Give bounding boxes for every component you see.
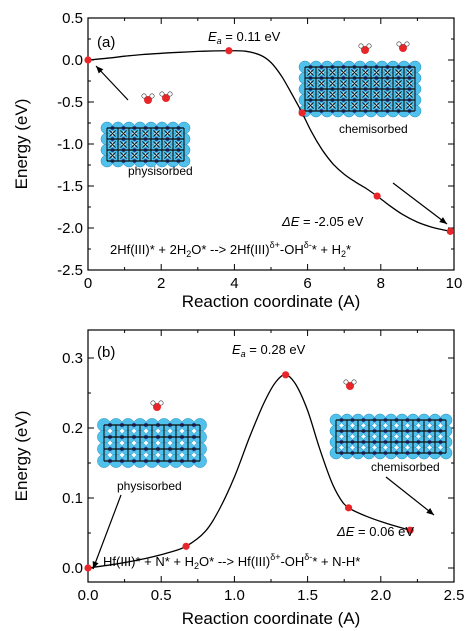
chemisorbed-label-a: chemisorbed — [339, 122, 408, 136]
x-tick-label: 6 — [303, 275, 311, 292]
pointer-arrow — [385, 476, 435, 516]
water-molecule-illustration — [159, 91, 173, 102]
data-point — [406, 526, 414, 534]
chemisorbed-label-b: chemisorbed — [371, 460, 440, 474]
ticks-a: 0 2 4 6 8 10 0.5 0.0 -0.5 -1.0 -1.5 -2.0 -2.5 — [57, 10, 462, 292]
reaction-equation-b: Hf(III)* + N* + H2O* --> Hf(III)δ+-OHδ-*… — [103, 552, 360, 571]
energy-curve-a — [87, 50, 451, 233]
data-point — [298, 109, 306, 117]
data-point — [182, 542, 190, 550]
data-point — [373, 192, 381, 200]
physisorbed-label-b: physisorbed — [117, 479, 182, 493]
y-tick-label: -0.5 — [57, 94, 83, 111]
data-points-b — [84, 371, 414, 572]
data-point — [282, 371, 290, 379]
x-tick-label: 2.5 — [444, 587, 465, 604]
water-molecule-illustration — [141, 93, 155, 104]
data-point — [84, 564, 92, 572]
data-point — [225, 47, 233, 55]
arrow-head — [96, 66, 104, 74]
y-axis-label-b: Energy (eV) — [12, 411, 31, 502]
panel-label-a: (a) — [97, 34, 115, 51]
y-tick-label: -1.0 — [57, 136, 83, 153]
water-molecule-illustration — [358, 43, 372, 54]
data-point — [84, 56, 92, 64]
ea-annotation-b: Ea = 0.28 eV — [232, 342, 306, 359]
x-tick-label: 0.0 — [78, 587, 99, 604]
surface-slab-illustration — [298, 60, 422, 118]
pointer-arrow — [92, 494, 122, 570]
pointer-arrow — [392, 182, 448, 225]
y-tick-label: 0.0 — [62, 52, 83, 69]
x-tick-label: 1.5 — [297, 587, 318, 604]
surface-slab-illustration — [97, 418, 207, 468]
water-molecule-illustration — [150, 400, 164, 411]
pointer-arrow — [95, 65, 129, 101]
delta-e-annotation-a: ΔE = -2.05 eV — [281, 214, 364, 229]
y-axis-label-a: Energy (eV) — [12, 99, 31, 190]
arrow-head — [439, 217, 447, 224]
panel-label-b: (b) — [97, 344, 115, 361]
panel-a: 0 2 4 6 8 10 0.5 0.0 -0.5 -1.0 -1.5 -2.0 -2.5 (a) Ea… — [12, 10, 462, 311]
x-tick-label: 2.0 — [370, 587, 391, 604]
data-point — [446, 227, 454, 235]
reaction-equation-a: 2Hf(III)* + 2H2O* --> 2Hf(III)δ+-OHδ-* +… — [110, 240, 351, 259]
y-tick-label: 0.3 — [62, 350, 83, 367]
structure-illustrations-b — [92, 379, 453, 570]
physisorbed-label-a: physisorbed — [128, 164, 193, 178]
y-tick-label: 0.5 — [62, 10, 83, 27]
y-tick-label: -2.0 — [57, 220, 83, 237]
x-axis-label-a: Reaction coordinate (A) — [182, 292, 361, 311]
data-points-a — [84, 47, 454, 235]
y-tick-label: 0.0 — [62, 560, 83, 577]
x-tick-label: 4 — [230, 275, 238, 292]
water-molecule-illustration — [343, 379, 357, 390]
data-point — [344, 504, 353, 512]
energy-curve-b — [87, 374, 411, 569]
delta-e-annotation-b: ΔE = 0.06 eV — [336, 524, 414, 539]
x-axis-label-b: Reaction coordinate (A) — [182, 609, 361, 628]
x-tick-label: 0.5 — [151, 587, 172, 604]
x-tick-label: 8 — [377, 275, 385, 292]
y-tick-label: -2.5 — [57, 262, 83, 279]
x-tick-label: 0 — [84, 275, 92, 292]
x-tick-label: 2 — [157, 275, 165, 292]
y-tick-label: -1.5 — [57, 178, 83, 195]
x-tick-label: 1.0 — [224, 587, 245, 604]
structure-illustrations-a — [95, 41, 448, 225]
water-molecule-illustration — [396, 41, 410, 52]
y-tick-label: 0.2 — [62, 420, 83, 437]
y-tick-label: 0.1 — [62, 490, 83, 507]
arrow-head — [426, 507, 434, 515]
ticks-b: 0.0 0.5 1.0 1.5 2.0 2.5 0.0 0.1 0.2 0.3 — [62, 330, 464, 604]
x-tick-label: 10 — [446, 275, 463, 292]
surface-slab-illustration — [329, 413, 453, 460]
panel-b: 0.0 0.5 1.0 1.5 2.0 2.5 0.0 0.1 0.2 0.3 (b) Ea = … — [12, 329, 464, 628]
ea-annotation-a: Ea = 0.11 eV — [208, 29, 281, 46]
